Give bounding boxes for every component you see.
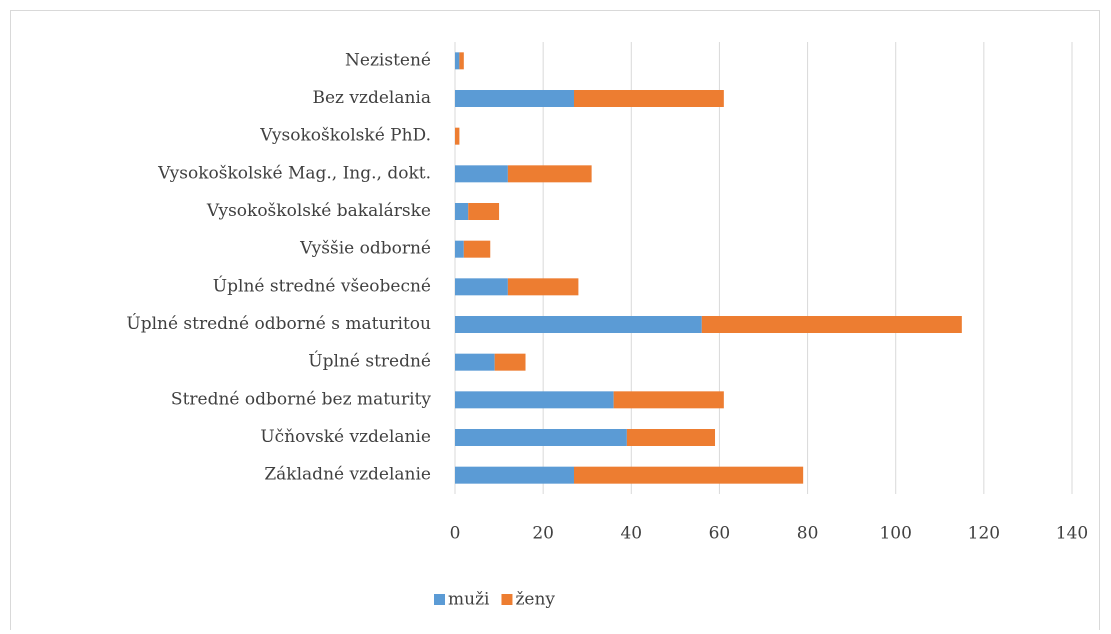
bar-segment	[455, 165, 508, 183]
bar-segment	[455, 127, 460, 145]
bar-segment	[573, 466, 804, 484]
x-tick-label: 140	[1056, 524, 1088, 544]
y-tick-label: Nezistené	[345, 50, 431, 70]
bar-segment	[455, 429, 627, 446]
legend-swatch	[501, 594, 513, 605]
x-tick-label: 120	[968, 524, 1000, 544]
y-tick-label: Bez vzdelania	[312, 88, 431, 108]
y-tick-label: Vysokoškolské PhD.	[259, 126, 431, 146]
y-tick-label: Vysokoškolské bakalárske	[206, 201, 431, 221]
bar-segment	[455, 240, 464, 258]
bar-segment	[468, 203, 500, 220]
bar-segment	[573, 90, 724, 107]
y-tick-label: Úplné stredné všeobecné	[213, 275, 431, 296]
bar-segment	[455, 90, 574, 107]
y-tick-label: Úplné stredné	[308, 351, 431, 372]
bar-segment	[455, 466, 574, 484]
bar-segment	[455, 203, 469, 220]
y-tick-label: Základné vzdelanie	[264, 465, 431, 485]
bar-segment	[455, 391, 614, 409]
bar-segment	[494, 353, 526, 371]
bar-segment	[613, 391, 724, 409]
x-tick-label: 100	[879, 524, 911, 544]
bar-segment	[455, 316, 702, 333]
y-tick-label: Učňovské vzdelanie	[260, 427, 431, 447]
y-tick-label: Vysokoškolské Mag., Ing., dokt.	[157, 163, 431, 183]
bar-segment	[463, 240, 491, 258]
x-tick-label: 40	[620, 524, 642, 544]
bar-segment	[626, 429, 716, 446]
y-tick-label: Úplné stredné odborné s maturitou	[126, 313, 431, 334]
x-tick-label: 20	[532, 524, 554, 544]
bar-segment	[507, 278, 579, 296]
x-tick-label: 60	[709, 524, 731, 544]
x-tick-label: 80	[797, 524, 819, 544]
bar-segment	[701, 316, 962, 333]
bar-segment	[455, 353, 495, 371]
bar-segment	[455, 278, 508, 296]
legend-swatch	[434, 594, 445, 605]
y-tick-label: Stredné odborné bez maturity	[171, 389, 431, 409]
legend-label: ženy	[515, 590, 555, 610]
y-tick-label: Vyššie odborné	[299, 239, 431, 259]
legend-label: muži	[448, 590, 490, 610]
bar-segment	[507, 165, 592, 183]
x-tick-label: 0	[450, 524, 461, 544]
bar-segment	[459, 52, 464, 70]
bar-segment	[455, 52, 460, 70]
